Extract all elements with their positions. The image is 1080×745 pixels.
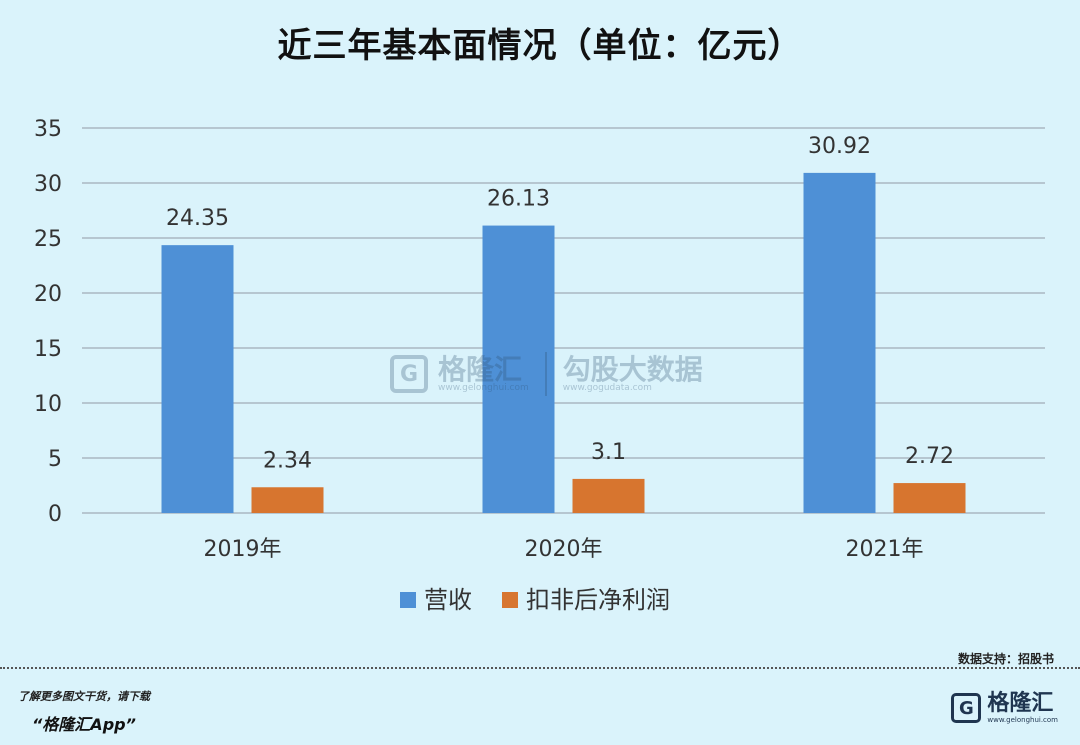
promo-app-name: “格隆汇App” [32,715,136,734]
watermark-separator [544,352,547,396]
watermark-logo-icon: G [390,355,428,393]
legend-swatch [502,592,518,608]
y-tick-label: 0 [48,502,62,527]
y-tick-label: 30 [34,172,62,197]
brand-url: www.gelonghui.com [987,715,1058,724]
x-tick-label: 2021年 [846,537,924,562]
data-source: 数据支持：招股书 [957,652,1054,666]
watermark-url: www.gelonghui.com [438,382,529,393]
data-label: 30.92 [808,134,871,159]
x-tick-label: 2019年 [204,537,282,562]
footer-divider [0,667,1080,669]
bar [893,483,966,513]
bar [803,172,876,513]
bar [251,487,324,513]
data-label: 26.13 [487,187,550,212]
data-label: 2.34 [263,448,312,473]
data-label: 3.1 [591,440,626,465]
watermark-name: 格隆汇 [438,352,523,386]
x-tick-label: 2020年 [525,537,603,562]
data-label: 2.72 [905,444,954,469]
brand-logo: G 格隆汇 www.gelonghui.com [951,690,1058,726]
y-tick-label: 15 [34,337,62,362]
legend-label: 营收 [424,586,472,614]
legend-label: 扣非后净利润 [526,586,670,614]
bar [482,225,555,513]
bar [161,245,234,513]
brand-name: 格隆汇 [987,690,1054,716]
bar-chart: 0 5 10 15 20 25 30 35 24.35 2.34 2019年 26.13 3.1 2020… [34,117,1045,614]
legend-swatch [400,592,416,608]
data-label: 24.35 [166,206,229,231]
bar [572,478,645,513]
brand-logo-icon: G [951,693,982,723]
watermark-url-2: www.gogudata.com [562,382,652,393]
promo-text: 了解更多图文干货，请下载 [18,690,150,703]
y-tick-label: 35 [34,117,62,142]
y-tick-label: 10 [34,392,62,417]
chart-title: 近三年基本面情况（单位：亿元） [277,26,803,66]
y-tick-label: 5 [48,447,62,472]
watermark-name-2: 勾股大数据 [562,352,703,386]
y-tick-label: 25 [34,227,62,252]
y-tick-label: 20 [34,282,62,307]
watermark: G 格隆汇 www.gelonghui.com 勾股大数据 www.goguda… [390,350,703,398]
